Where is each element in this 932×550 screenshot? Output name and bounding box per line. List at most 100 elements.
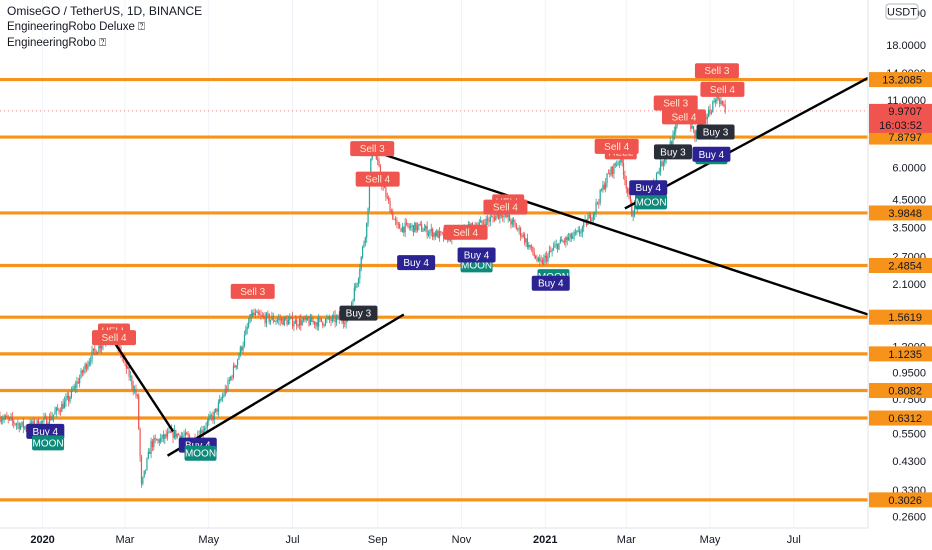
price-axis-panel[interactable] bbox=[868, 0, 932, 550]
candle bbox=[101, 343, 103, 355]
candle bbox=[529, 244, 531, 251]
trendline[interactable] bbox=[370, 149, 869, 316]
signal-label-dark[interactable]: Buy 3 bbox=[696, 124, 735, 140]
candle bbox=[712, 100, 714, 113]
signal-label-buy[interactable]: Buy 4 bbox=[692, 146, 731, 162]
candle bbox=[144, 469, 147, 475]
candle bbox=[50, 411, 52, 422]
candle bbox=[657, 171, 659, 175]
candle bbox=[720, 96, 722, 106]
candle bbox=[673, 126, 675, 140]
candle bbox=[401, 222, 404, 233]
svg-text:13.2085: 13.2085 bbox=[882, 75, 922, 87]
candle bbox=[257, 308, 259, 318]
candle bbox=[57, 403, 59, 411]
candle bbox=[72, 385, 74, 392]
time-axis-panel[interactable] bbox=[0, 528, 932, 550]
candle bbox=[224, 384, 226, 397]
signal-label-sell[interactable]: Sell 4 bbox=[483, 199, 528, 215]
candle bbox=[253, 308, 255, 316]
candle bbox=[441, 231, 443, 236]
candle bbox=[298, 315, 301, 330]
signal-label-buy[interactable]: Buy 4 bbox=[397, 255, 436, 271]
candle bbox=[241, 345, 243, 353]
signal-label-sell[interactable]: Sell 4 bbox=[661, 109, 706, 125]
signal-label-sell[interactable]: Sell 4 bbox=[443, 224, 488, 240]
signal-label-sell[interactable]: Sell 3 bbox=[230, 283, 275, 299]
time-tick-label: Sep bbox=[368, 534, 388, 546]
candle bbox=[305, 314, 307, 323]
svg-text:Sell 3: Sell 3 bbox=[240, 287, 265, 298]
candle bbox=[217, 399, 219, 417]
svg-text:Buy 3: Buy 3 bbox=[703, 127, 729, 138]
signal-label-moon[interactable]: MOON bbox=[184, 445, 217, 461]
signal-label-sell[interactable]: Sell 3 bbox=[694, 63, 739, 79]
signal-label-sell[interactable]: Sell 4 bbox=[91, 330, 136, 346]
candle bbox=[20, 422, 22, 431]
candle bbox=[254, 308, 257, 319]
candle bbox=[242, 341, 244, 354]
signal-label-buy[interactable]: Buy 4 bbox=[26, 423, 65, 439]
candle bbox=[301, 316, 303, 327]
candle bbox=[660, 157, 662, 176]
candle bbox=[632, 210, 634, 222]
indicator-deluxe-label[interactable]: EngineeringRobo Deluxe ⍰ bbox=[7, 21, 145, 33]
candle bbox=[422, 227, 424, 232]
signal-label-sell[interactable]: Sell 3 bbox=[350, 141, 395, 157]
candle bbox=[9, 416, 11, 422]
candle bbox=[161, 434, 163, 442]
candle bbox=[96, 351, 99, 355]
candle bbox=[334, 309, 336, 328]
candle bbox=[605, 178, 607, 193]
svg-text:0.3026: 0.3026 bbox=[888, 495, 922, 507]
candle bbox=[76, 376, 78, 393]
signal-label-sell[interactable]: Sell 3 bbox=[653, 95, 698, 111]
trendline[interactable] bbox=[110, 336, 175, 433]
signal-label-sell[interactable]: Sell 4 bbox=[700, 81, 745, 97]
signal-label-dark[interactable]: Buy 3 bbox=[339, 305, 378, 321]
trendline[interactable] bbox=[166, 313, 405, 457]
candle bbox=[714, 98, 717, 107]
price-axis[interactable]: 24.000018.000014.000011.00008.00006.0000… bbox=[867, 0, 932, 550]
signal-label-moon[interactable]: MOON bbox=[635, 194, 667, 210]
horizontal-levels bbox=[0, 77, 868, 502]
signal-label-buy[interactable]: Buy 4 bbox=[531, 275, 570, 291]
candle bbox=[335, 314, 338, 326]
candle bbox=[204, 425, 206, 433]
svg-text:0.6312: 0.6312 bbox=[888, 413, 922, 425]
candle bbox=[331, 314, 333, 324]
candle bbox=[17, 419, 19, 430]
candle bbox=[517, 227, 519, 232]
indicator-robo-label[interactable]: EngineeringRobo ⍰ bbox=[7, 37, 106, 49]
signal-label-buy[interactable]: Buy 4 bbox=[457, 247, 496, 263]
candle bbox=[598, 198, 600, 209]
candle bbox=[51, 412, 53, 421]
candle bbox=[239, 345, 241, 357]
candle bbox=[596, 201, 599, 205]
candle bbox=[433, 232, 435, 241]
candle bbox=[577, 226, 579, 233]
signal-label-sell[interactable]: Sell 4 bbox=[355, 171, 400, 187]
svg-text:2.4854: 2.4854 bbox=[888, 260, 922, 272]
currency-badge[interactable]: USDT bbox=[885, 3, 919, 20]
signal-label-moon[interactable]: MOON bbox=[32, 435, 65, 451]
candle bbox=[547, 252, 549, 264]
candle bbox=[316, 317, 318, 331]
signal-label-sell[interactable]: Sell 4 bbox=[594, 138, 639, 154]
candle bbox=[313, 320, 316, 329]
candle bbox=[616, 160, 618, 167]
time-axis[interactable]: 2020 Mar May Jul Sep Nov 2021 Mar May Jul bbox=[0, 527, 932, 550]
signal-label-buy[interactable]: Buy 4 bbox=[629, 180, 668, 196]
candle bbox=[557, 243, 559, 253]
candle bbox=[495, 213, 497, 221]
candle bbox=[519, 226, 522, 241]
signal-label-dark[interactable]: Buy 3 bbox=[653, 144, 692, 160]
candle bbox=[302, 316, 305, 323]
candle bbox=[226, 385, 228, 394]
candle bbox=[275, 318, 277, 325]
candle bbox=[79, 374, 81, 388]
candle bbox=[92, 348, 94, 355]
candle bbox=[95, 349, 97, 355]
candle bbox=[220, 396, 222, 402]
